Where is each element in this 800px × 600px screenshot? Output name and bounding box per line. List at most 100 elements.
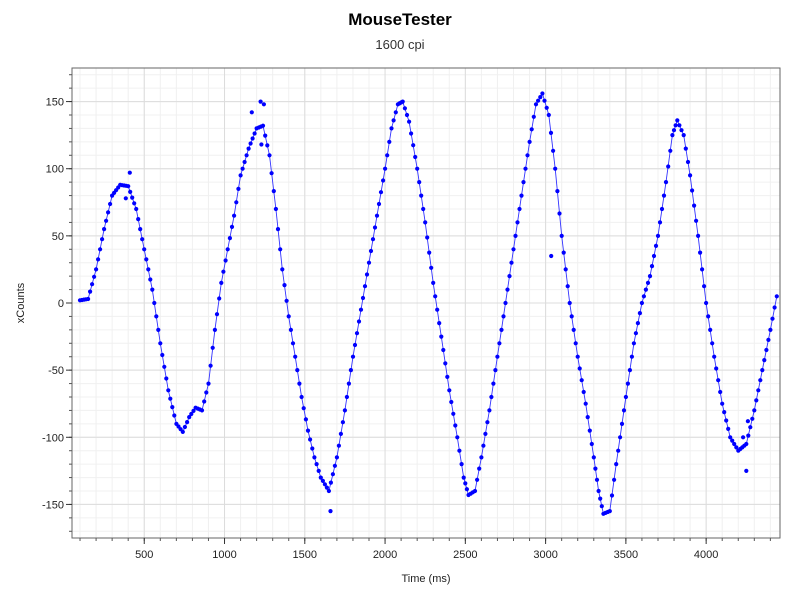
data-point: [258, 99, 263, 104]
data-point: [625, 381, 631, 386]
data-point: [134, 206, 139, 212]
data-point: [758, 378, 763, 383]
data-point: [148, 277, 153, 282]
data-point: [259, 142, 264, 147]
data-point: [593, 466, 598, 471]
data-point: [360, 295, 366, 301]
data-point: [210, 345, 215, 350]
data-point: [511, 247, 516, 252]
data-point: [762, 358, 767, 363]
data-point: [619, 421, 625, 426]
data-point: [330, 472, 335, 477]
y-axis-label: xCounts: [15, 282, 27, 323]
data-point: [577, 366, 582, 371]
data-point: [140, 237, 145, 242]
data-point: [326, 488, 331, 494]
data-point: [764, 347, 769, 353]
data-point: [497, 341, 502, 346]
data-point: [146, 267, 151, 272]
data-point: [585, 415, 590, 420]
y-tick-label: 50: [52, 231, 64, 243]
data-point: [581, 389, 586, 395]
data-point: [748, 425, 753, 430]
data-point: [756, 388, 761, 393]
data-point: [559, 233, 564, 238]
data-point: [688, 173, 693, 178]
data-point: [248, 141, 253, 146]
data-point: [451, 411, 456, 416]
data-point: [728, 435, 733, 440]
data-point: [204, 390, 209, 395]
data-point: [621, 408, 627, 413]
data-point: [409, 131, 414, 136]
data-point: [489, 394, 494, 400]
data-point: [455, 435, 460, 440]
data-point: [229, 224, 235, 229]
chart-subtitle: 1600 cpi: [375, 37, 425, 52]
data-point: [322, 482, 327, 487]
data-point: [232, 213, 237, 218]
data-point: [240, 166, 245, 171]
data-point: [223, 258, 228, 263]
data-point: [86, 296, 91, 302]
data-point: [383, 166, 388, 171]
data-point: [744, 468, 749, 473]
data-point: [612, 477, 617, 482]
data-point: [316, 468, 321, 473]
data-point: [477, 466, 482, 471]
data-point: [328, 509, 333, 514]
data-point: [616, 448, 621, 453]
data-point: [555, 189, 560, 194]
data-point: [400, 99, 405, 104]
data-point: [199, 408, 205, 413]
data-point: [158, 341, 163, 346]
data-point: [730, 438, 735, 443]
data-point: [635, 321, 641, 326]
data-point: [100, 237, 105, 242]
data-point: [675, 118, 680, 123]
data-point: [607, 509, 612, 514]
data-point: [657, 220, 663, 225]
data-point: [90, 282, 95, 287]
data-point: [208, 363, 213, 368]
data-point: [521, 180, 526, 185]
data-point: [295, 368, 300, 373]
data-point: [741, 435, 746, 440]
data-point: [180, 429, 185, 434]
data-point: [533, 102, 539, 107]
data-point: [427, 250, 432, 255]
data-point: [372, 225, 378, 230]
data-point: [519, 193, 524, 198]
data-point: [364, 272, 370, 277]
data-point: [745, 419, 751, 424]
data-point: [441, 347, 446, 353]
data-point: [132, 201, 137, 206]
data-point: [639, 300, 645, 306]
data-point: [221, 269, 226, 274]
data-point: [700, 267, 705, 272]
data-point: [217, 296, 222, 301]
data-point: [324, 485, 329, 490]
data-point: [670, 133, 675, 138]
data-point: [187, 415, 192, 420]
data-point: [505, 287, 510, 292]
data-point: [513, 233, 518, 238]
data-point: [381, 178, 386, 183]
data-point: [571, 327, 576, 332]
data-point: [754, 398, 759, 403]
data-point: [542, 98, 547, 103]
data-point: [354, 331, 360, 336]
data-point: [299, 394, 304, 400]
axis-ticks: [66, 74, 771, 544]
data-point: [696, 233, 701, 238]
data-point: [164, 376, 169, 381]
data-point: [271, 189, 276, 194]
data-point: [303, 417, 308, 422]
data-point: [548, 130, 554, 135]
data-point: [127, 170, 132, 175]
data-point: [172, 413, 177, 418]
data-point: [663, 180, 669, 185]
data-point: [647, 274, 653, 279]
data-point: [98, 247, 103, 252]
data-point: [527, 139, 532, 144]
